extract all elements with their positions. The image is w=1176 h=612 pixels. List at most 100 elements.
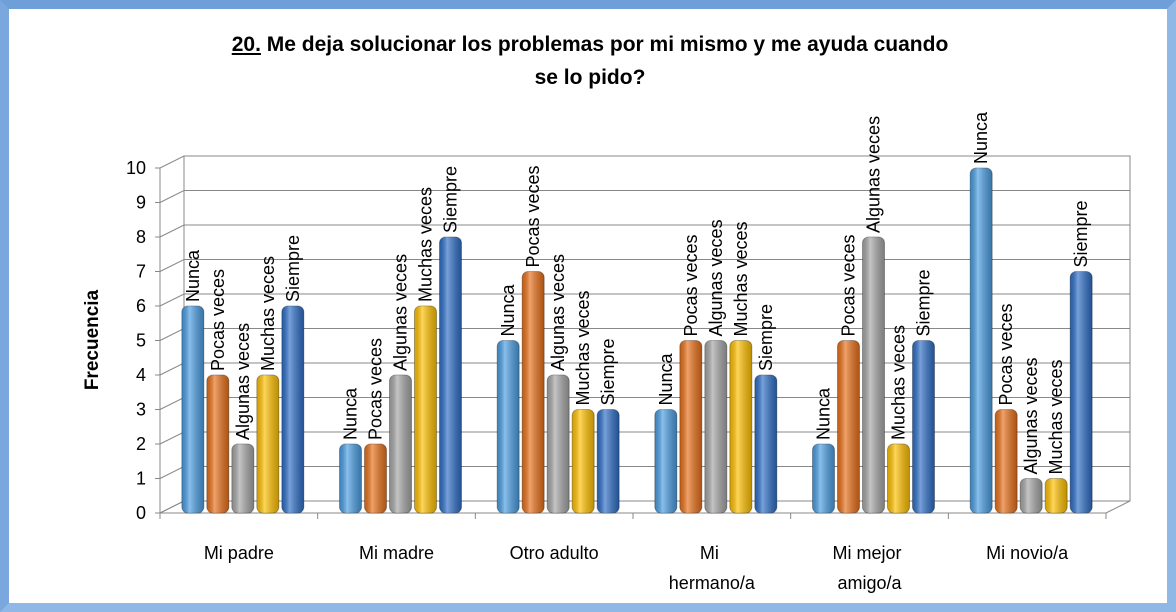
- bar-group: [339, 443, 362, 514]
- data-label: Muchas veces: [258, 256, 278, 371]
- bar-group: [1019, 478, 1043, 514]
- bar-shine: [256, 375, 279, 513]
- title-text: Me deja solucionar los problemas por mi …: [266, 33, 949, 89]
- y-tick-label: 2: [136, 434, 146, 454]
- bar-group: [969, 167, 993, 514]
- y-tick-label: 4: [136, 365, 146, 385]
- data-label: Algunas veces: [233, 323, 253, 440]
- bar-shine: [1070, 271, 1093, 513]
- bar-group: [1044, 478, 1068, 514]
- grid-line: [159, 155, 1130, 169]
- bar-shine: [231, 444, 254, 513]
- x-tick-label: Mi mejor amigo/a: [832, 543, 906, 593]
- y-tick-label: 5: [136, 331, 146, 351]
- data-label: Nunca: [656, 352, 676, 405]
- bar-shine: [389, 375, 412, 513]
- bar-group: [912, 340, 935, 514]
- bar-shine: [339, 444, 362, 513]
- x-tick-label-line: amigo/a: [837, 573, 902, 593]
- bar-group: [389, 374, 412, 514]
- y-tick-label: 1: [136, 469, 146, 489]
- data-label: Muchas veces: [573, 290, 593, 405]
- title-number: 20.: [231, 33, 261, 56]
- bar-group: [704, 340, 728, 514]
- bar-shine: [181, 306, 204, 513]
- bar-group: [754, 374, 778, 514]
- bar-group: [654, 409, 678, 514]
- y-tick-label: 0: [136, 503, 146, 523]
- data-label: Muchas veces: [416, 187, 436, 302]
- x-tick-label: Mi novio/a: [986, 543, 1069, 563]
- bar-group: [1069, 271, 1093, 514]
- y-tick-label: 7: [136, 262, 146, 282]
- bar-group: [206, 374, 230, 514]
- data-label: Muchas veces: [889, 325, 909, 440]
- data-label: Pocas veces: [208, 269, 228, 371]
- data-label: Algunas veces: [548, 254, 568, 371]
- grid-line: [159, 259, 1130, 272]
- data-label: Nunca: [814, 387, 834, 440]
- data-label: Muchas veces: [731, 221, 751, 336]
- bar-group: [364, 443, 387, 514]
- chart-title: 20. Me deja solucionar los problemas por…: [220, 28, 960, 94]
- data-label: Siempre: [914, 269, 934, 336]
- data-label: Nunca: [971, 111, 991, 164]
- bar-shine: [597, 409, 620, 513]
- bar-group: [231, 443, 255, 514]
- bar-group: [439, 236, 462, 514]
- bar-shine: [679, 340, 702, 513]
- bar-shine: [522, 271, 545, 513]
- bar-group: [546, 374, 570, 514]
- bar-group: [571, 409, 595, 514]
- y-tick-label: 6: [136, 296, 146, 316]
- bar-shine: [862, 237, 885, 513]
- bar-shine: [995, 409, 1018, 513]
- bar-group: [256, 374, 280, 514]
- bar-shine: [439, 237, 462, 513]
- y-tick-label: 3: [136, 400, 146, 420]
- bar-group: [521, 271, 545, 514]
- bar-shine: [654, 409, 677, 513]
- data-label: Pocas veces: [839, 234, 859, 336]
- bar-shine: [704, 340, 727, 513]
- x-tick-label: Mi madre: [359, 543, 434, 563]
- data-label: Algunas veces: [864, 116, 884, 233]
- y-tick-label: 9: [136, 193, 146, 213]
- data-label: Pocas veces: [681, 234, 701, 336]
- bar-shine: [206, 375, 229, 513]
- bar-shine: [547, 375, 570, 513]
- data-label: Pocas veces: [366, 338, 386, 440]
- data-label: Pocas veces: [523, 165, 543, 267]
- bar-shine: [754, 375, 777, 513]
- x-tick-label-line: Mi: [700, 543, 724, 563]
- data-label: Siempre: [283, 235, 303, 302]
- bar-group: [729, 340, 753, 514]
- data-label: Siempre: [756, 304, 776, 371]
- bar-group: [181, 305, 205, 514]
- bar-group: [812, 443, 835, 514]
- data-label: Algunas veces: [706, 219, 726, 336]
- bar-shine: [912, 340, 935, 513]
- bar-shine: [887, 444, 910, 513]
- bar-group: [496, 340, 520, 514]
- data-label: Algunas veces: [391, 254, 411, 371]
- data-label: Siempre: [598, 338, 618, 405]
- bar-group: [281, 305, 305, 514]
- x-tick-label-line: Mi mejor: [832, 543, 906, 563]
- bar-shine: [1020, 478, 1043, 513]
- data-label: Nunca: [183, 249, 203, 302]
- bar-group: [837, 340, 860, 514]
- grid-line: [159, 293, 1130, 307]
- bar-shine: [497, 340, 520, 513]
- bar-shine: [414, 306, 437, 513]
- bar-shine: [572, 409, 595, 513]
- data-label: Nunca: [498, 283, 518, 336]
- grid-line: [159, 224, 1130, 238]
- x-tick-label: Otro adulto: [510, 543, 599, 563]
- bar-group: [887, 443, 910, 514]
- bar-group: [679, 340, 703, 514]
- bar-group: [862, 236, 885, 514]
- y-axis-label: Frecuencia: [82, 289, 103, 390]
- bar-shine: [281, 306, 304, 513]
- data-label: Siempre: [441, 166, 461, 233]
